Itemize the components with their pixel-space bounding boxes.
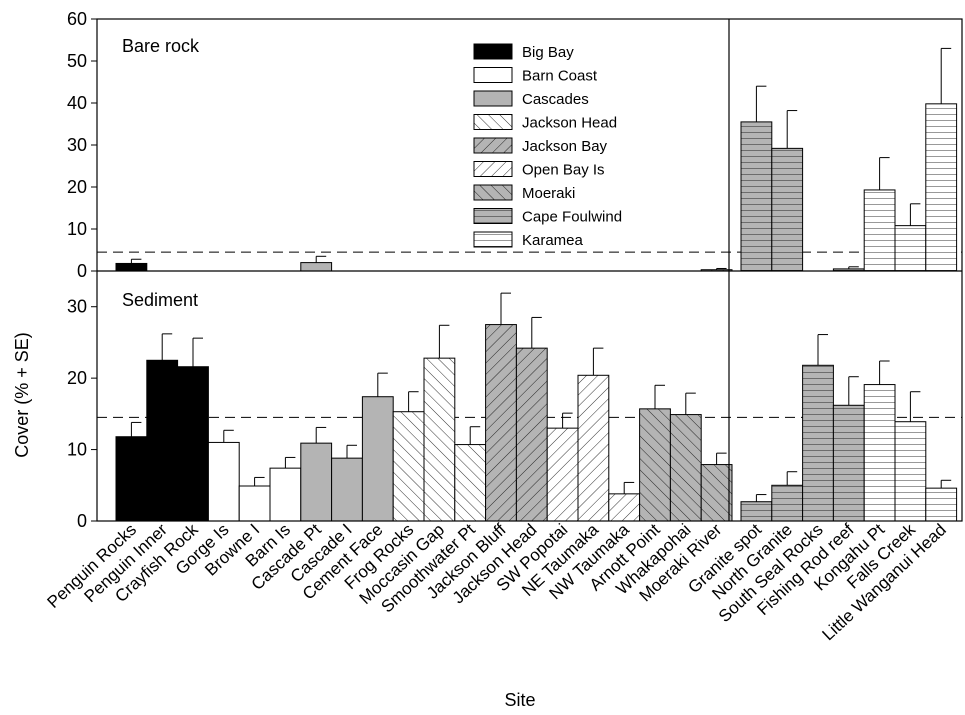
legend-swatch-barn-coast (473, 67, 513, 83)
y-tick-label: 10 (67, 219, 87, 239)
bare-bar-falls-creek (894, 225, 927, 272)
plot-frame (96, 18, 963, 522)
sediment-bar-moccasin-gap (423, 357, 456, 522)
sediment-bar-little-wanganui-head (925, 487, 958, 522)
legend-label-open-bay-is: Open Bay Is (522, 162, 605, 179)
legend-label-cascades: Cascades (522, 91, 589, 108)
legend-swatch-jackson-head (473, 114, 513, 130)
sediment-bar-cascade-i (331, 457, 363, 522)
sediment-bar-sw-popotai (546, 427, 579, 522)
y-tick-label: 20 (67, 177, 87, 197)
x-axis-label: Site (504, 690, 535, 710)
legend-swatch-cascades (473, 90, 513, 107)
y-tick-label: 20 (67, 368, 87, 388)
sediment-bar-cement-face (361, 396, 394, 522)
legend-label-karamea: Karamea (522, 232, 584, 249)
sediment-bar-jackson-bluff (485, 324, 517, 522)
bare-bar-little-wanganui-head (925, 103, 958, 272)
sediment-bar-granite-spot (740, 501, 773, 522)
sediment-bar-south-seal-rocks (802, 364, 834, 522)
legend-swatch-karamea (473, 231, 513, 248)
plot-border (96, 18, 963, 522)
bare-bar-cascade-pt (300, 262, 333, 272)
panel-label-bare-rock: Bare rock (122, 36, 200, 56)
sediment-bar-moeraki-river (700, 464, 733, 522)
sediment-bar-penguin-rocks (115, 436, 148, 522)
y-axis-label: Cover (% + SE) (12, 332, 32, 458)
y-tick-label: 0 (77, 261, 87, 281)
sediment-bar-falls-creek (894, 421, 927, 522)
legend-swatch-cape-foulwind (473, 208, 513, 224)
panel-label-sediment: Sediment (122, 290, 198, 310)
legend-label-moeraki: Moeraki (522, 185, 575, 202)
legend-label-jackson-head: Jackson Head (522, 115, 617, 132)
sediment-bar-ne-taumaka (577, 374, 610, 522)
legend-label-barn-coast: Barn Coast (522, 68, 598, 85)
legend-swatch-moeraki (473, 184, 513, 201)
sediment-bar-jackson-head (515, 347, 548, 522)
y-tick-label: 10 (67, 440, 87, 460)
sediment-bar-frog-rocks (392, 411, 425, 522)
y-tick-label: 40 (67, 93, 87, 113)
bare-bar-penguin-rocks (115, 262, 148, 272)
bare-bar-granite-spot (740, 121, 773, 272)
legend-label-jackson-bay: Jackson Bay (522, 138, 608, 155)
legend-swatch-jackson-bay (473, 137, 513, 154)
sediment-bar-gorge-is (207, 441, 240, 522)
sediment-bar-crayfish-rock (177, 366, 209, 522)
sediment-bar-penguin-inner (146, 359, 179, 522)
legend-swatch-open-bay-is (473, 161, 513, 177)
y-tick-label: 30 (67, 297, 87, 317)
legend-swatch-big-bay (473, 43, 513, 60)
bare-bar-north-granite (771, 147, 804, 272)
sediment-bar-north-granite (771, 484, 804, 522)
sediment-bar-smoothwater-pt (454, 444, 487, 522)
sediment-bar-arnott-point (639, 408, 671, 522)
sediment-bar-whakapohai (669, 414, 702, 522)
y-tick-label: 60 (67, 9, 87, 29)
legend: Big Bay Barn Coast Cascades Jackson Head Jac… (473, 43, 622, 249)
sediment-bar-browne-i (238, 485, 271, 522)
sediment-bar-fishing-rod-reef (832, 404, 865, 522)
legend-label-big-bay: Big Bay (522, 44, 574, 61)
sediment-bar-cascade-pt (300, 442, 333, 522)
y-tick-label: 30 (67, 135, 87, 155)
legend-label-cape-foulwind: Cape Foulwind (522, 209, 622, 226)
sediment-bar-barn-is (269, 467, 302, 522)
y-tick-label: 50 (67, 51, 87, 71)
y-tick-label: 0 (77, 511, 87, 531)
bare-bar-kongahu-pt (863, 189, 896, 272)
sediment-bar-nw-taumaka (608, 493, 641, 522)
sediment-bar-kongahu-pt (863, 384, 896, 522)
axis-ticks: 0 10 20 30 40 50 60 10 20 30 0 (67, 9, 97, 531)
